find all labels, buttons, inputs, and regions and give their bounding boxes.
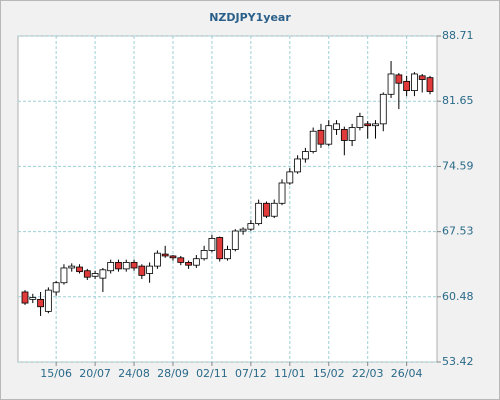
candle-body xyxy=(403,80,411,91)
y-tick-label: 81.65 xyxy=(442,94,474,107)
candle-body xyxy=(29,297,37,300)
candle-body xyxy=(44,289,52,312)
candle-body xyxy=(224,249,231,260)
candle-body xyxy=(169,255,177,259)
x-tick-label: 20/07 xyxy=(79,367,111,380)
candle-body xyxy=(411,73,418,91)
candle-body xyxy=(60,267,68,284)
candle-body xyxy=(115,262,122,270)
candle-body xyxy=(278,182,286,204)
x-tick-label: 15/06 xyxy=(40,367,72,380)
candle-body xyxy=(348,127,356,141)
candle-body xyxy=(185,262,192,266)
candle-body xyxy=(340,128,348,141)
x-tick-label: 24/08 xyxy=(118,367,150,380)
candle-body xyxy=(317,129,325,145)
candle-body xyxy=(161,253,169,257)
candle-body xyxy=(68,265,76,269)
candle-body xyxy=(91,273,99,277)
candle-body xyxy=(356,116,364,128)
candle-body xyxy=(177,257,185,263)
y-tick-label: 74.59 xyxy=(442,159,474,172)
candle-body xyxy=(130,262,138,269)
candle-body xyxy=(418,75,426,80)
candle-body xyxy=(76,266,83,273)
candle-body xyxy=(239,228,247,232)
candle-body xyxy=(107,262,115,272)
candle-body xyxy=(426,77,434,92)
candle-body xyxy=(325,125,333,145)
candle-body xyxy=(146,265,154,274)
candle-body xyxy=(208,237,216,251)
x-tick-label: 02/11 xyxy=(196,367,228,380)
y-tick-label: 53.42 xyxy=(442,355,474,368)
candle-body xyxy=(216,237,224,260)
candle-body xyxy=(83,270,91,278)
candle-body xyxy=(122,262,130,270)
candle-body xyxy=(52,282,60,293)
candle-body xyxy=(154,252,161,267)
candle-body xyxy=(37,298,44,308)
candle-body xyxy=(21,291,29,304)
candle-body xyxy=(247,223,255,230)
candle-body xyxy=(263,202,270,217)
x-tick-label: 15/02 xyxy=(313,367,345,380)
candle-body xyxy=(395,74,403,84)
candle-body xyxy=(231,230,239,250)
candle-body xyxy=(333,123,340,130)
candle-body xyxy=(309,130,317,152)
candle-body xyxy=(99,269,107,279)
candle-body xyxy=(192,258,200,266)
x-tick-label: 26/04 xyxy=(391,367,423,380)
candle-body xyxy=(294,158,301,173)
x-tick-label: 28/09 xyxy=(157,367,189,380)
candle-body xyxy=(387,73,395,95)
candle-body xyxy=(301,151,309,160)
y-tick-label: 60.48 xyxy=(442,290,474,303)
candle-body xyxy=(379,93,387,125)
y-tick-label: 88.71 xyxy=(442,29,474,42)
candle-body xyxy=(270,202,278,217)
candle-body xyxy=(255,202,263,225)
x-tick-label: 11/01 xyxy=(274,367,306,380)
candle-body xyxy=(364,123,372,127)
x-tick-label: 22/03 xyxy=(352,367,384,380)
x-tick-label: 07/12 xyxy=(235,367,267,380)
candle-body xyxy=(286,171,294,184)
y-tick-label: 67.53 xyxy=(442,225,474,238)
chart-title: NZDJPY1year xyxy=(209,11,291,24)
candle-body xyxy=(200,250,208,260)
candle-body xyxy=(138,265,146,276)
plot-area xyxy=(17,35,438,363)
candle-body xyxy=(372,123,379,127)
